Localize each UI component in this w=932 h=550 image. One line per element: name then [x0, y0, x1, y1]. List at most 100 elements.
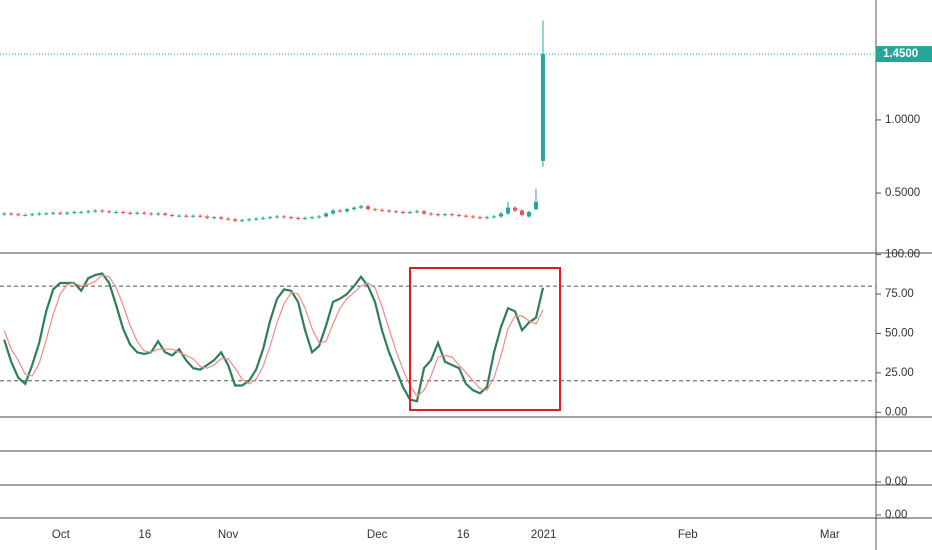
candle-body — [177, 215, 182, 217]
candle-body — [338, 210, 343, 212]
series-line — [3, 274, 544, 398]
candle-body — [44, 213, 49, 215]
candle-body — [135, 212, 140, 214]
candle-body — [442, 214, 447, 216]
candle-body — [205, 216, 210, 218]
candle-body — [373, 209, 378, 211]
candle-body — [163, 213, 168, 215]
x-tick-label: Mar — [820, 529, 840, 541]
candle-body — [429, 213, 434, 215]
x-tick-label: 2021 — [531, 529, 557, 541]
candle-body — [477, 217, 482, 219]
y-tick-label: 25.00 — [885, 367, 914, 379]
candle-body — [491, 216, 496, 218]
candle-body — [331, 210, 336, 214]
y-tick-label: 0.00 — [885, 476, 907, 488]
candle-body — [415, 211, 420, 213]
candle-body — [387, 210, 392, 212]
candle-body — [456, 214, 461, 216]
candle-body — [2, 213, 7, 215]
candle-body — [345, 209, 350, 212]
candle-body — [470, 216, 475, 218]
candle-body — [9, 213, 14, 215]
candle-body — [121, 212, 126, 214]
candle-body — [58, 212, 63, 214]
candle-body — [156, 213, 161, 215]
candle-body — [86, 211, 91, 213]
candle-body — [505, 207, 510, 214]
candle-body — [380, 209, 385, 211]
candle-body — [352, 207, 357, 210]
x-tick-label: Nov — [218, 529, 239, 541]
candle-body — [23, 214, 28, 216]
candle-body — [198, 215, 203, 217]
candle-body — [317, 216, 322, 218]
candle-body — [484, 217, 489, 219]
candle-body — [519, 210, 524, 215]
candle-body — [37, 213, 42, 215]
candle-body — [191, 215, 196, 217]
candle-body — [51, 212, 56, 214]
candle-body — [408, 212, 413, 214]
candle-body — [226, 218, 231, 220]
candle-body — [114, 212, 119, 214]
candle-body — [310, 217, 315, 219]
x-tick-label: 16 — [457, 529, 470, 541]
candle-body — [254, 218, 259, 220]
candle-body — [282, 216, 287, 218]
candle-body — [65, 212, 70, 214]
candle-body — [436, 214, 440, 216]
candle-body — [247, 219, 252, 221]
candle-body — [16, 214, 21, 216]
x-tick-label: 16 — [138, 529, 151, 541]
candle-body — [100, 210, 105, 212]
candle-body — [289, 217, 294, 219]
y-tick-label: 50.00 — [885, 327, 914, 339]
x-tick-label: Feb — [678, 529, 698, 541]
candle-body — [219, 217, 224, 219]
y-tick-label: 0.00 — [885, 509, 907, 521]
candle-body — [296, 217, 301, 219]
candle-body — [359, 206, 364, 208]
candle-body — [533, 201, 538, 210]
candle-body — [170, 214, 175, 216]
candle-body — [449, 214, 454, 216]
candle-body — [184, 215, 189, 217]
candle-body — [30, 214, 35, 216]
candle-body — [142, 212, 147, 214]
candle-body — [212, 217, 217, 219]
y-tick-label: 0.00 — [885, 406, 907, 418]
highlight-box — [409, 267, 561, 411]
candle-body — [512, 207, 517, 211]
candle-body — [366, 206, 371, 210]
x-tick-label: Oct — [52, 529, 71, 541]
candle-body — [107, 211, 112, 213]
y-tick-label: 100.00 — [885, 249, 920, 261]
candle-body — [401, 212, 406, 214]
candle-body — [275, 216, 280, 218]
series-line — [3, 272, 545, 403]
candle-body — [324, 213, 329, 217]
y-tick-label: 0.5000 — [885, 187, 920, 199]
candle-body — [93, 210, 98, 212]
candle-body — [526, 212, 531, 217]
last-price-tag — [876, 46, 932, 63]
candle-body — [540, 54, 545, 161]
candle-body — [463, 215, 468, 217]
x-tick-label: Dec — [367, 529, 388, 541]
candle-body — [498, 213, 503, 217]
candle-body — [72, 212, 77, 214]
candle-body — [149, 213, 154, 215]
candle-body — [261, 217, 266, 219]
candle-body — [128, 212, 133, 214]
y-tick-label: 75.00 — [885, 288, 914, 300]
y-tick-label: 1.0000 — [885, 114, 920, 126]
last-price-label: 1.4500 — [883, 48, 918, 60]
candle-body — [303, 217, 308, 219]
candle-body — [233, 219, 238, 221]
candle-body — [394, 211, 399, 213]
candle-body — [422, 211, 427, 214]
candle-body — [268, 217, 273, 219]
